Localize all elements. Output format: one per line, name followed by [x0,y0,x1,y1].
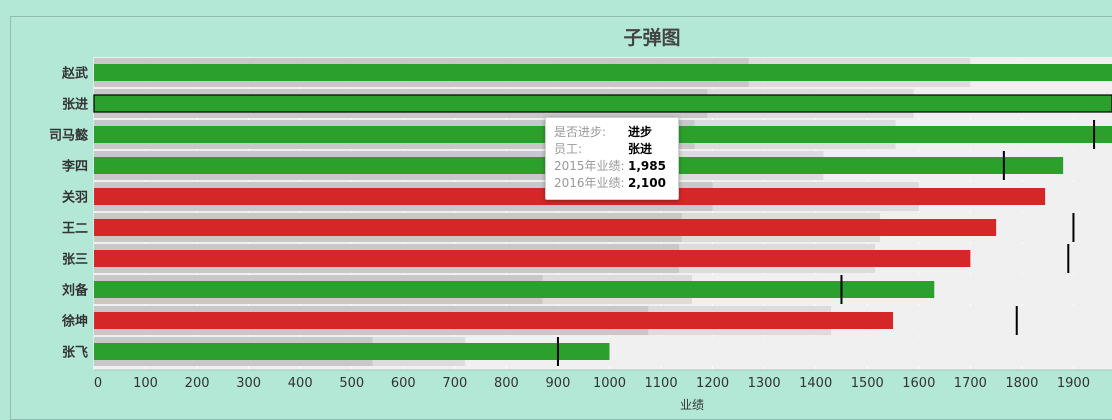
x-tick-label: 1700 [954,376,987,391]
x-tick-label: 600 [391,376,416,391]
category-label: 司马懿 [49,128,88,144]
x-tick-label: 0 [94,376,102,391]
x-tick-label: 900 [546,376,571,391]
tooltip: 是否进步: 进步 员工: 张进 2015年业绩: 1,985 2016年业绩: 2,10… [545,117,679,200]
value-bar [94,219,997,236]
x-tick-label: 500 [339,376,364,391]
x-axis-label: 业绩 [680,398,704,412]
tooltip-row: 2015年业绩: 1,985 [554,159,666,173]
x-tick-label: 800 [494,376,519,391]
category-label: 李四 [61,159,88,175]
x-tick-label: 700 [442,376,467,391]
category-label: 徐坤 [61,314,88,330]
value-bar [94,343,610,360]
category-label: 张飞 [62,346,88,361]
chart-title: 子弹图 [623,26,680,49]
x-tick-label: 300 [236,376,261,391]
x-tick-label: 1900 [1057,376,1090,391]
x-tick-label: 1100 [645,376,678,391]
x-tick-label: 400 [288,376,313,391]
value-bar [94,312,894,329]
category-label: 张三 [62,253,88,268]
category-label: 张进 [62,98,88,113]
value-bar [94,250,971,267]
category-label: 刘备 [62,283,89,299]
category-label: 王二 [62,222,88,237]
category-label: 赵武 [61,66,88,82]
x-tick-label: 1200 [696,376,729,391]
x-tick-label: 1600 [902,376,935,391]
category-label: 关羽 [62,190,88,206]
x-tick-label: 200 [185,376,210,391]
tooltip-row: 是否进步: 进步 [554,125,653,139]
tooltip-row: 员工: 张进 [554,142,653,156]
x-tick-label: 100 [133,376,158,391]
x-tick-label: 1800 [1005,376,1038,391]
x-tick-label: 1400 [799,376,832,391]
tooltip-row: 2016年业绩: 2,100 [554,176,666,190]
x-tick-label: 1500 [851,376,884,391]
value-bar [93,94,1112,113]
x-tick-label: 1000 [593,376,626,391]
value-bar [94,64,1112,81]
value-bar [94,281,935,298]
x-tick-label: 1300 [748,376,781,391]
